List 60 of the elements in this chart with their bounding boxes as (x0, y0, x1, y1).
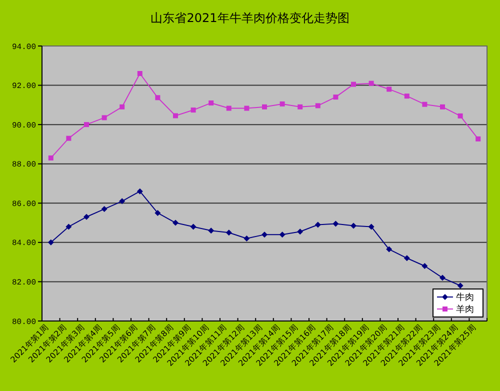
point (404, 94, 410, 99)
point (314, 222, 321, 228)
point (262, 232, 268, 238)
point (386, 86, 392, 92)
point (137, 71, 142, 76)
point (279, 232, 286, 238)
point (297, 228, 304, 235)
point (440, 274, 446, 281)
point (120, 104, 125, 110)
point (440, 104, 445, 110)
point (476, 136, 481, 142)
chart-title: 山东省2021年牛羊肉价格变化走势图 (150, 11, 350, 25)
point (119, 198, 126, 204)
point (102, 115, 107, 120)
y-tick-label: 88.00 (12, 160, 36, 170)
point (172, 220, 178, 226)
point (368, 80, 374, 86)
point (457, 282, 464, 289)
point (332, 220, 339, 227)
point (404, 255, 410, 262)
point (368, 224, 374, 230)
point (298, 104, 303, 110)
point (333, 94, 338, 100)
y-tick-label: 84.00 (12, 239, 36, 248)
point (155, 95, 160, 100)
point (208, 228, 214, 234)
point (136, 188, 143, 194)
point (66, 224, 72, 230)
y-tick-label: 82.00 (12, 278, 36, 288)
point (422, 263, 428, 269)
point (315, 103, 320, 108)
legend-label: 牛肉 (456, 292, 474, 304)
point (48, 155, 54, 160)
point (154, 210, 161, 216)
y-tick-label: 92.00 (12, 82, 36, 92)
point (84, 122, 89, 128)
point (101, 206, 108, 212)
point (244, 236, 250, 242)
point (190, 224, 196, 230)
point (208, 100, 214, 106)
y-tick-label: 94.00 (12, 42, 36, 52)
point (280, 101, 285, 106)
y-tick-label: 80.00 (12, 318, 36, 327)
legend-label: 羊肉 (456, 304, 474, 316)
point (48, 239, 54, 246)
point (350, 222, 356, 229)
point (84, 214, 90, 220)
point (386, 246, 392, 252)
y-tick-label: 90.00 (12, 121, 36, 130)
point (244, 106, 250, 111)
point (262, 104, 267, 110)
point (351, 82, 356, 87)
point (458, 113, 463, 118)
point (66, 136, 72, 141)
point (226, 230, 232, 236)
point (190, 108, 196, 113)
y-tick-label: 86.00 (12, 200, 36, 209)
point (173, 113, 178, 118)
point (422, 102, 428, 107)
point (226, 106, 232, 111)
